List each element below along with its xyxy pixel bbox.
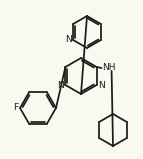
Text: N: N [57, 80, 64, 90]
Text: N: N [65, 35, 72, 45]
Text: F: F [13, 104, 18, 113]
Text: N: N [98, 80, 105, 90]
Text: NH: NH [103, 63, 116, 73]
